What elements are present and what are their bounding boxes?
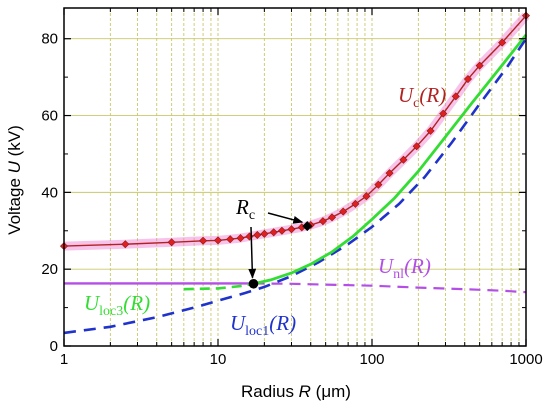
uc-point [351,199,360,208]
annotations: Rc Uc(R) Unl(R) Uloc3(R) Uloc1(R) [84,83,446,339]
x-tick-label: 1 [60,351,68,368]
grid [64,8,526,346]
uc-point [269,228,278,237]
y-tick-label: 60 [41,108,58,125]
y-tick-label: 20 [41,261,58,278]
uc-point [498,38,507,47]
x-tick-label: 100 [359,351,384,368]
uc-point [451,92,460,101]
uc-point [426,126,435,135]
uc-point [236,234,245,243]
uc-point [374,180,383,189]
axis-ticks: 1 10 100 1000 0 20 40 60 80 [41,8,543,368]
x-tick-label: 10 [210,351,227,368]
uc-point [399,155,408,164]
uc-point [318,217,327,226]
uloc3-dashed-line [183,282,254,291]
uc-point [121,240,130,249]
rc-arrow-to-crossing [248,226,257,279]
x-tick-label: 1000 [509,351,542,368]
uc-point [439,109,448,118]
y-tick-label: 40 [41,184,58,201]
series-layer [59,11,531,335]
uloc3-solid-line [253,34,528,286]
uloc1-line [63,37,528,335]
uc-series-label: Uc(R) [398,83,446,111]
y-tick-label: 0 [50,338,58,355]
uc-point [213,236,223,245]
uc-glow [63,12,530,251]
uc-point [412,142,421,151]
plot-frame [63,7,527,347]
uc-point [199,236,208,245]
uc-point [253,230,262,240]
uloc1-series-label: Uloc1(R) [230,311,296,339]
uc-point [385,169,394,178]
unl-dashed-line [253,282,527,294]
uc-point [463,75,473,84]
uc-point [260,229,269,238]
unl-series-label: Unl(R) [378,254,431,282]
uc-point [277,226,286,235]
x-axis-title: Radius R (μm) [241,382,351,401]
y-axis-title: Voltage U (kV) [5,125,24,235]
crossing-point-marker [248,278,259,289]
rc-marker [302,221,313,232]
uc-line [63,15,527,247]
rc-label: Rc [235,195,255,223]
uc-point [167,238,176,247]
uc-point [339,207,348,216]
uloc3-series-label: Uloc3(R) [84,291,150,319]
uc-point [475,61,484,70]
uc-point [362,192,371,201]
rc-arrow-to-uc [267,212,304,224]
y-tick-label: 80 [41,31,58,48]
uc-point [226,235,235,244]
uc-point [327,213,337,222]
uc-point [287,225,296,234]
